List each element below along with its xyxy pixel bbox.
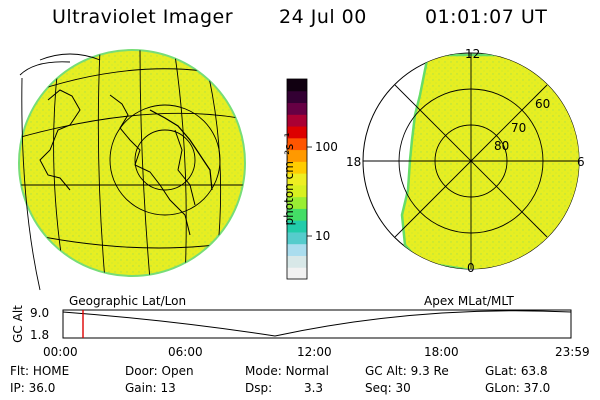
colorbar-unit-label: photon cm⁻²s⁻¹ (282, 132, 296, 226)
instrument-title: Ultraviolet Imager (52, 6, 234, 28)
seq-field: Seq: 30 (365, 381, 411, 395)
colorbar-stripe (287, 90, 307, 104)
colorbar (287, 79, 307, 280)
colorbar-stripe (287, 231, 307, 245)
colorbar-stripe (287, 267, 307, 280)
colorbar-stripe (287, 79, 307, 92)
colorbar-stripe (287, 173, 307, 186)
time-label: 01:01:07 UT (425, 6, 548, 28)
colorbar-stripe (287, 114, 307, 127)
glat-field: GLat: 63.8 (485, 364, 548, 378)
timeline-xtick-0000: 00:00 (43, 345, 78, 359)
flt-field: Flt: HOME (10, 364, 70, 378)
timeline-ytick-top: 9.0 (30, 306, 50, 320)
right-panel-label: Apex MLat/MLT (424, 294, 514, 308)
colorbar-stripe (287, 208, 307, 221)
mlat-label-60: 60 (535, 97, 551, 111)
colorbar-tick-100: 100 (315, 140, 338, 154)
colorbar-stripe (287, 161, 307, 174)
colorbar-stripe (287, 102, 307, 115)
colorbar-stripe (287, 184, 307, 198)
left-panel-label: Geographic Lat/Lon (69, 294, 187, 308)
colorbar-stripe (287, 255, 307, 268)
gc-alt-field: GC Alt: 9.3 Re (365, 364, 449, 378)
ip-field: IP: 36.0 (10, 381, 56, 395)
mlat-label-80: 80 (494, 139, 510, 153)
colorbar-stripe (287, 243, 307, 256)
dsp-field: Dsp: 3.3 (245, 381, 324, 395)
colorbar-stripe (287, 149, 307, 162)
mode-field: Mode: Normal (245, 364, 329, 378)
colorbar-stripe (287, 196, 307, 209)
timeline-ylabel: GC Alt (11, 305, 25, 343)
mlt-label-0: 0 (467, 261, 475, 275)
date-label: 24 Jul 00 (279, 6, 367, 28)
colorbar-stripe (287, 137, 307, 151)
polar-plot (362, 52, 580, 270)
timeline-xtick-1200: 12:00 (297, 345, 332, 359)
mlt-label-6: 6 (577, 155, 585, 169)
altitude-timeline (62, 309, 572, 339)
timeline-xtick-0600: 06:00 (168, 345, 203, 359)
timeline-xtick-2359: 23:59 (555, 345, 590, 359)
mlat-label-70: 70 (511, 121, 527, 135)
gain-field: Gain: 13 (125, 381, 176, 395)
colorbar-stripe (287, 126, 307, 139)
colorbar-stripe (287, 220, 307, 233)
geographic-map (18, 49, 246, 291)
timeline-ytick-bottom: 1.8 (30, 328, 50, 342)
door-field: Door: Open (125, 364, 194, 378)
mlt-label-12: 12 (465, 47, 481, 61)
colorbar-tick-10: 10 (315, 229, 331, 243)
timeline-xtick-1800: 18:00 (424, 345, 459, 359)
glon-field: GLon: 37.0 (485, 381, 551, 395)
mlt-label-18: 18 (346, 155, 362, 169)
